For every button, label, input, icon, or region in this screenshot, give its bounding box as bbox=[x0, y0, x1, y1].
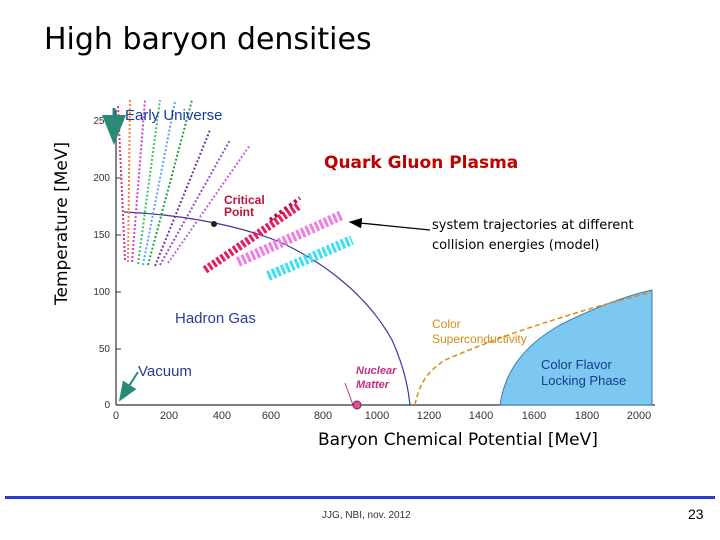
y-tick-label: 50 bbox=[99, 344, 111, 355]
trajectory-lines bbox=[117, 99, 251, 267]
critical-point-marker bbox=[211, 221, 217, 227]
nuclear-matter-label: Matter bbox=[356, 379, 390, 391]
y-tick-label: 100 bbox=[93, 287, 110, 298]
cfl-label: Color Flavor bbox=[541, 357, 612, 372]
nuclear-matter-marker bbox=[352, 400, 362, 410]
y-axis-label: Temperature [MeV] bbox=[52, 141, 72, 305]
x-axis-label: Baryon Chemical Potential [MeV] bbox=[318, 430, 598, 450]
footer-divider bbox=[5, 496, 715, 499]
x-tick-label: 600 bbox=[262, 410, 280, 422]
superconductivity-boundary bbox=[414, 291, 653, 406]
color-superconductivity-label: Superconductivity bbox=[432, 332, 527, 346]
vacuum-label: Vacuum bbox=[138, 363, 192, 380]
x-tick-label: 800 bbox=[314, 410, 332, 422]
phase-boundary bbox=[123, 211, 411, 406]
slide-title: High baryon densities bbox=[44, 22, 372, 57]
pink-trajectory bbox=[235, 210, 345, 267]
y-ticks: 0 50 100 150 200 250 bbox=[93, 116, 110, 411]
x-tick-label: 400 bbox=[213, 410, 231, 422]
x-tick-label: 1800 bbox=[575, 410, 599, 422]
y-tick-label: 0 bbox=[104, 400, 110, 411]
critical-band bbox=[202, 201, 303, 274]
early-universe-label: Early Universe bbox=[125, 107, 223, 124]
y-tick-label: 200 bbox=[93, 173, 110, 184]
y-tick-label: 150 bbox=[93, 230, 110, 241]
x-tick-label: 1600 bbox=[522, 410, 546, 422]
page-number: 23 bbox=[688, 506, 704, 522]
vacuum-arrow bbox=[118, 371, 139, 402]
x-tick-label: 1400 bbox=[469, 410, 493, 422]
x-tick-label: 1000 bbox=[365, 410, 389, 422]
x-tick-label: 1200 bbox=[417, 410, 441, 422]
nuclear-matter-label: Nuclear bbox=[356, 365, 397, 377]
x-tick-label: 2000 bbox=[627, 410, 651, 422]
cfl-label: Locking Phase bbox=[541, 373, 626, 388]
annotation-arrow bbox=[348, 217, 431, 231]
cfl-region bbox=[499, 289, 653, 406]
footer-text: JJG, NBI, nov. 2012 bbox=[322, 510, 411, 521]
trajectory-annotation: system trajectories at different collisi… bbox=[432, 218, 634, 253]
critical-point-label: Critical bbox=[224, 193, 265, 207]
qgp-label: Quark Gluon Plasma bbox=[324, 153, 519, 173]
critical-point-label: Point bbox=[224, 205, 254, 219]
x-tick-label: 200 bbox=[160, 410, 178, 422]
x-tick-label: 0 bbox=[113, 410, 119, 422]
y-tick-label: 250 bbox=[93, 116, 110, 127]
x-ticks: 0 200 400 600 800 1000 1200 1400 1600 18… bbox=[113, 410, 651, 422]
color-superconductivity-label: Color bbox=[432, 317, 461, 331]
hadron-gas-label: Hadron Gas bbox=[175, 310, 256, 327]
cyan-trajectory bbox=[266, 235, 354, 281]
